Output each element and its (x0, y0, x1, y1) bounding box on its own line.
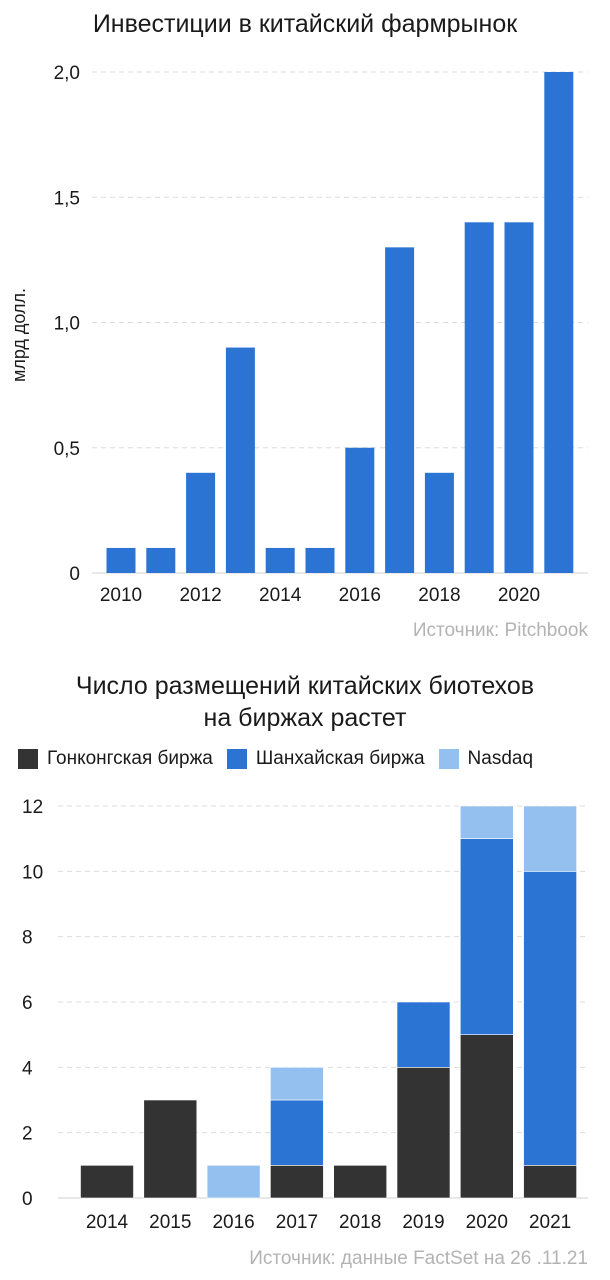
bar-segment (270, 1099, 324, 1166)
y-tick-label: 6 (22, 993, 33, 1014)
chart1-title: Инвестиции в китайский фармрынок (92, 10, 518, 38)
x-tick-label: 2015 (149, 1212, 191, 1233)
x-tick-label: 2016 (212, 1212, 254, 1233)
y-axis-label: млрд долл. (9, 288, 29, 382)
y-tick-label: 1,0 (54, 314, 80, 335)
x-tick-label: 2020 (466, 1212, 508, 1233)
y-tick-label: 12 (22, 797, 43, 818)
chart1-source: Источник: Pitchbook (412, 620, 588, 641)
bar (305, 547, 335, 573)
y-tick-label: 0,5 (54, 439, 80, 460)
x-tick-label: 2016 (339, 585, 381, 606)
bar-segment (523, 871, 577, 1166)
legend-item-hongkong: Гонконгская биржа (18, 748, 213, 770)
x-tick-label: 2014 (259, 585, 302, 606)
y-tick-label: 0 (22, 1189, 33, 1210)
bar-segment (206, 1165, 261, 1199)
legend-label-hongkong: Гонконгская биржа (47, 748, 213, 769)
bar (504, 222, 534, 574)
x-tick-label: 2010 (100, 585, 142, 606)
y-tick-label: 1,5 (54, 188, 80, 209)
bar-segment (80, 1165, 134, 1199)
bar (225, 347, 255, 573)
legend-label-nasdaq: Nasdaq (467, 748, 534, 769)
bar (106, 547, 136, 573)
chart1-plot: 0 0,5 1,0 1,5 2,0 млрд долл. 2010 2012 2014 2016 2… (9, 63, 588, 606)
bar-segment (270, 1067, 324, 1101)
y-tick-label: 2 (22, 1124, 33, 1145)
x-tick-label: 2020 (498, 585, 540, 606)
bar-segment (523, 1165, 577, 1199)
x-tick-label: 2014 (86, 1212, 129, 1233)
legend-label-shanghai: Шанхайская биржа (255, 748, 425, 769)
x-tick-label: 2012 (179, 585, 221, 606)
x-tick-label: 2018 (418, 585, 460, 606)
bar-segment (270, 1165, 324, 1199)
chart2-source: Источник: данные FactSet на 26 .11.21 (249, 1248, 588, 1269)
bar-segment (459, 838, 514, 1035)
bar-segment (396, 1001, 451, 1068)
bar (385, 247, 415, 573)
y-tick-label: 4 (22, 1058, 33, 1079)
x-tick-label: 2017 (276, 1212, 318, 1233)
chart2-title-line2: на биржах растет (203, 704, 407, 732)
chart2-title-line1: Число размещений китайских биотехов (75, 672, 535, 700)
bar (464, 222, 494, 574)
bar (186, 472, 216, 573)
bar-segment (143, 1099, 198, 1199)
bar-segment (523, 805, 577, 872)
bar (345, 447, 375, 573)
chart2-plot: 0 2 4 6 8 10 12 2014 2015 2016 2017 2018 2019 2020 202… (22, 797, 588, 1233)
legend-swatch-hongkong (18, 749, 38, 769)
y-tick-label: 10 (22, 862, 43, 883)
y-tick-label: 8 (22, 928, 33, 949)
bar-segment (459, 805, 514, 839)
bar-segment (459, 1034, 514, 1199)
legend-swatch-nasdaq (438, 749, 459, 769)
bar-segment (333, 1165, 388, 1199)
x-tick-label: 2019 (402, 1212, 444, 1233)
bar (146, 547, 176, 573)
x-tick-label: 2021 (529, 1212, 571, 1233)
bar (424, 472, 454, 573)
bar (544, 72, 574, 573)
chart2-legend: Гонконгская биржа Шанхайская биржа Nasda… (18, 748, 547, 770)
y-tick-label: 2,0 (54, 63, 80, 84)
bar (265, 547, 295, 573)
legend-item-nasdaq: Nasdaq (438, 748, 534, 770)
legend-item-shanghai: Шанхайская биржа (226, 748, 425, 770)
legend-swatch-shanghai (226, 749, 247, 769)
x-tick-label: 2018 (339, 1212, 381, 1233)
y-tick-label: 0 (69, 564, 80, 585)
bar-segment (396, 1067, 451, 1199)
